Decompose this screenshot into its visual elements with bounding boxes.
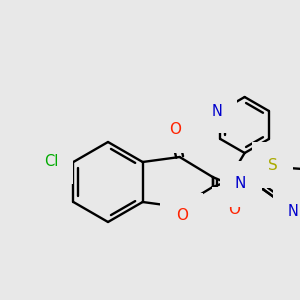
Text: Cl: Cl — [44, 154, 58, 169]
Text: S: S — [268, 158, 278, 172]
Text: N: N — [287, 203, 298, 218]
Text: N: N — [212, 103, 223, 118]
Text: O: O — [176, 208, 188, 224]
Text: N: N — [235, 176, 246, 191]
Text: O: O — [228, 202, 240, 217]
Text: O: O — [169, 122, 181, 137]
